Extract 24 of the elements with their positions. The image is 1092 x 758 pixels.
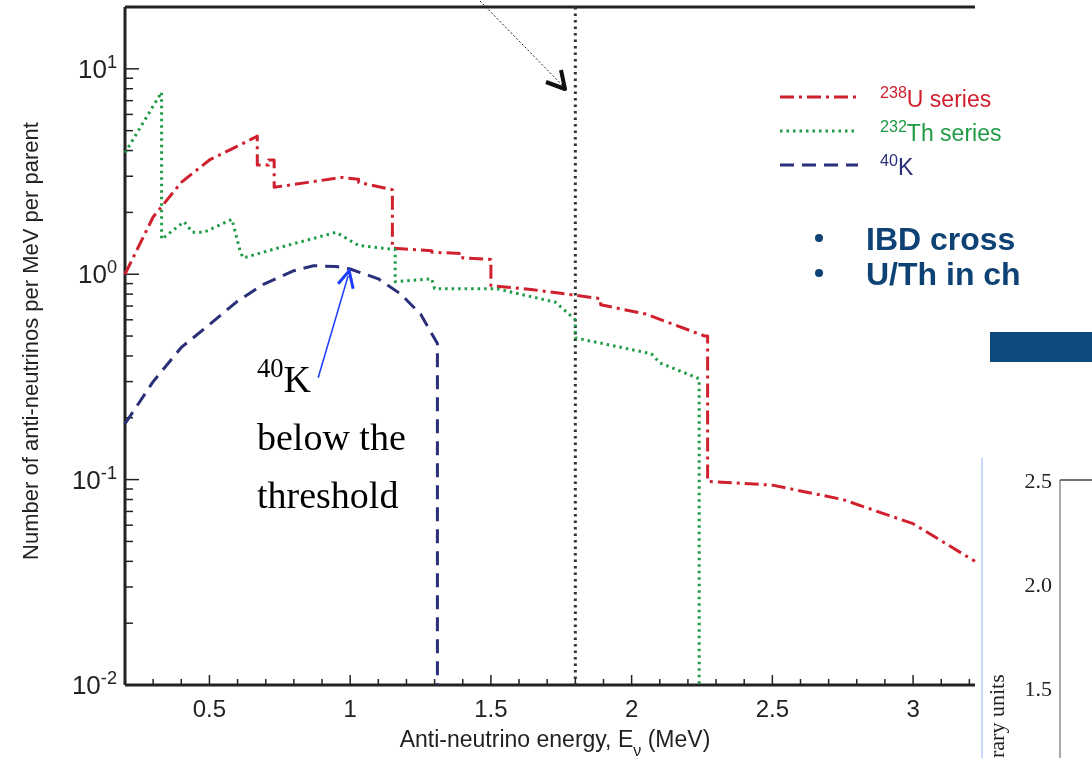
x-tick-label: 0.5	[192, 695, 227, 722]
text: 1.5	[1024, 676, 1052, 701]
x-tick-label: 1	[343, 695, 357, 722]
y-tick-label: 10$^{0}$	[77, 257, 117, 290]
annotation: IBD cross	[866, 221, 1016, 257]
text: 2.0	[1024, 572, 1052, 597]
x-tick-label: 2	[624, 695, 639, 722]
x-tick-label: 3	[906, 695, 920, 722]
annotation: U/Th in ch	[866, 256, 1021, 292]
legend-label: $^{232}$Th series	[880, 117, 1002, 146]
text: 2.5	[1024, 468, 1052, 493]
line-series	[123, 264, 439, 687]
line-series	[123, 90, 701, 687]
y-tick-label: 10$^{1}$	[77, 51, 117, 84]
y-axis-title: Number of anti-neutrinos per MeV per parent	[18, 122, 43, 560]
x-axis-title: Anti-neutrino energy, E$_{ν}$ (MeV)	[399, 726, 711, 758]
annotation: $^{40}$K below the threshold	[257, 353, 406, 516]
legend-label: $^{40}$K	[880, 151, 914, 180]
x-tick-label: 2.5	[755, 695, 790, 722]
legend-label: $^{238}$U series	[880, 83, 992, 112]
y-tick-label: 10$^{-1}$	[71, 462, 117, 495]
x-tick-label: 1.5	[474, 695, 508, 722]
y-tick-label: 10$^{-2}$	[71, 668, 117, 700]
text: rary units	[984, 674, 1009, 758]
